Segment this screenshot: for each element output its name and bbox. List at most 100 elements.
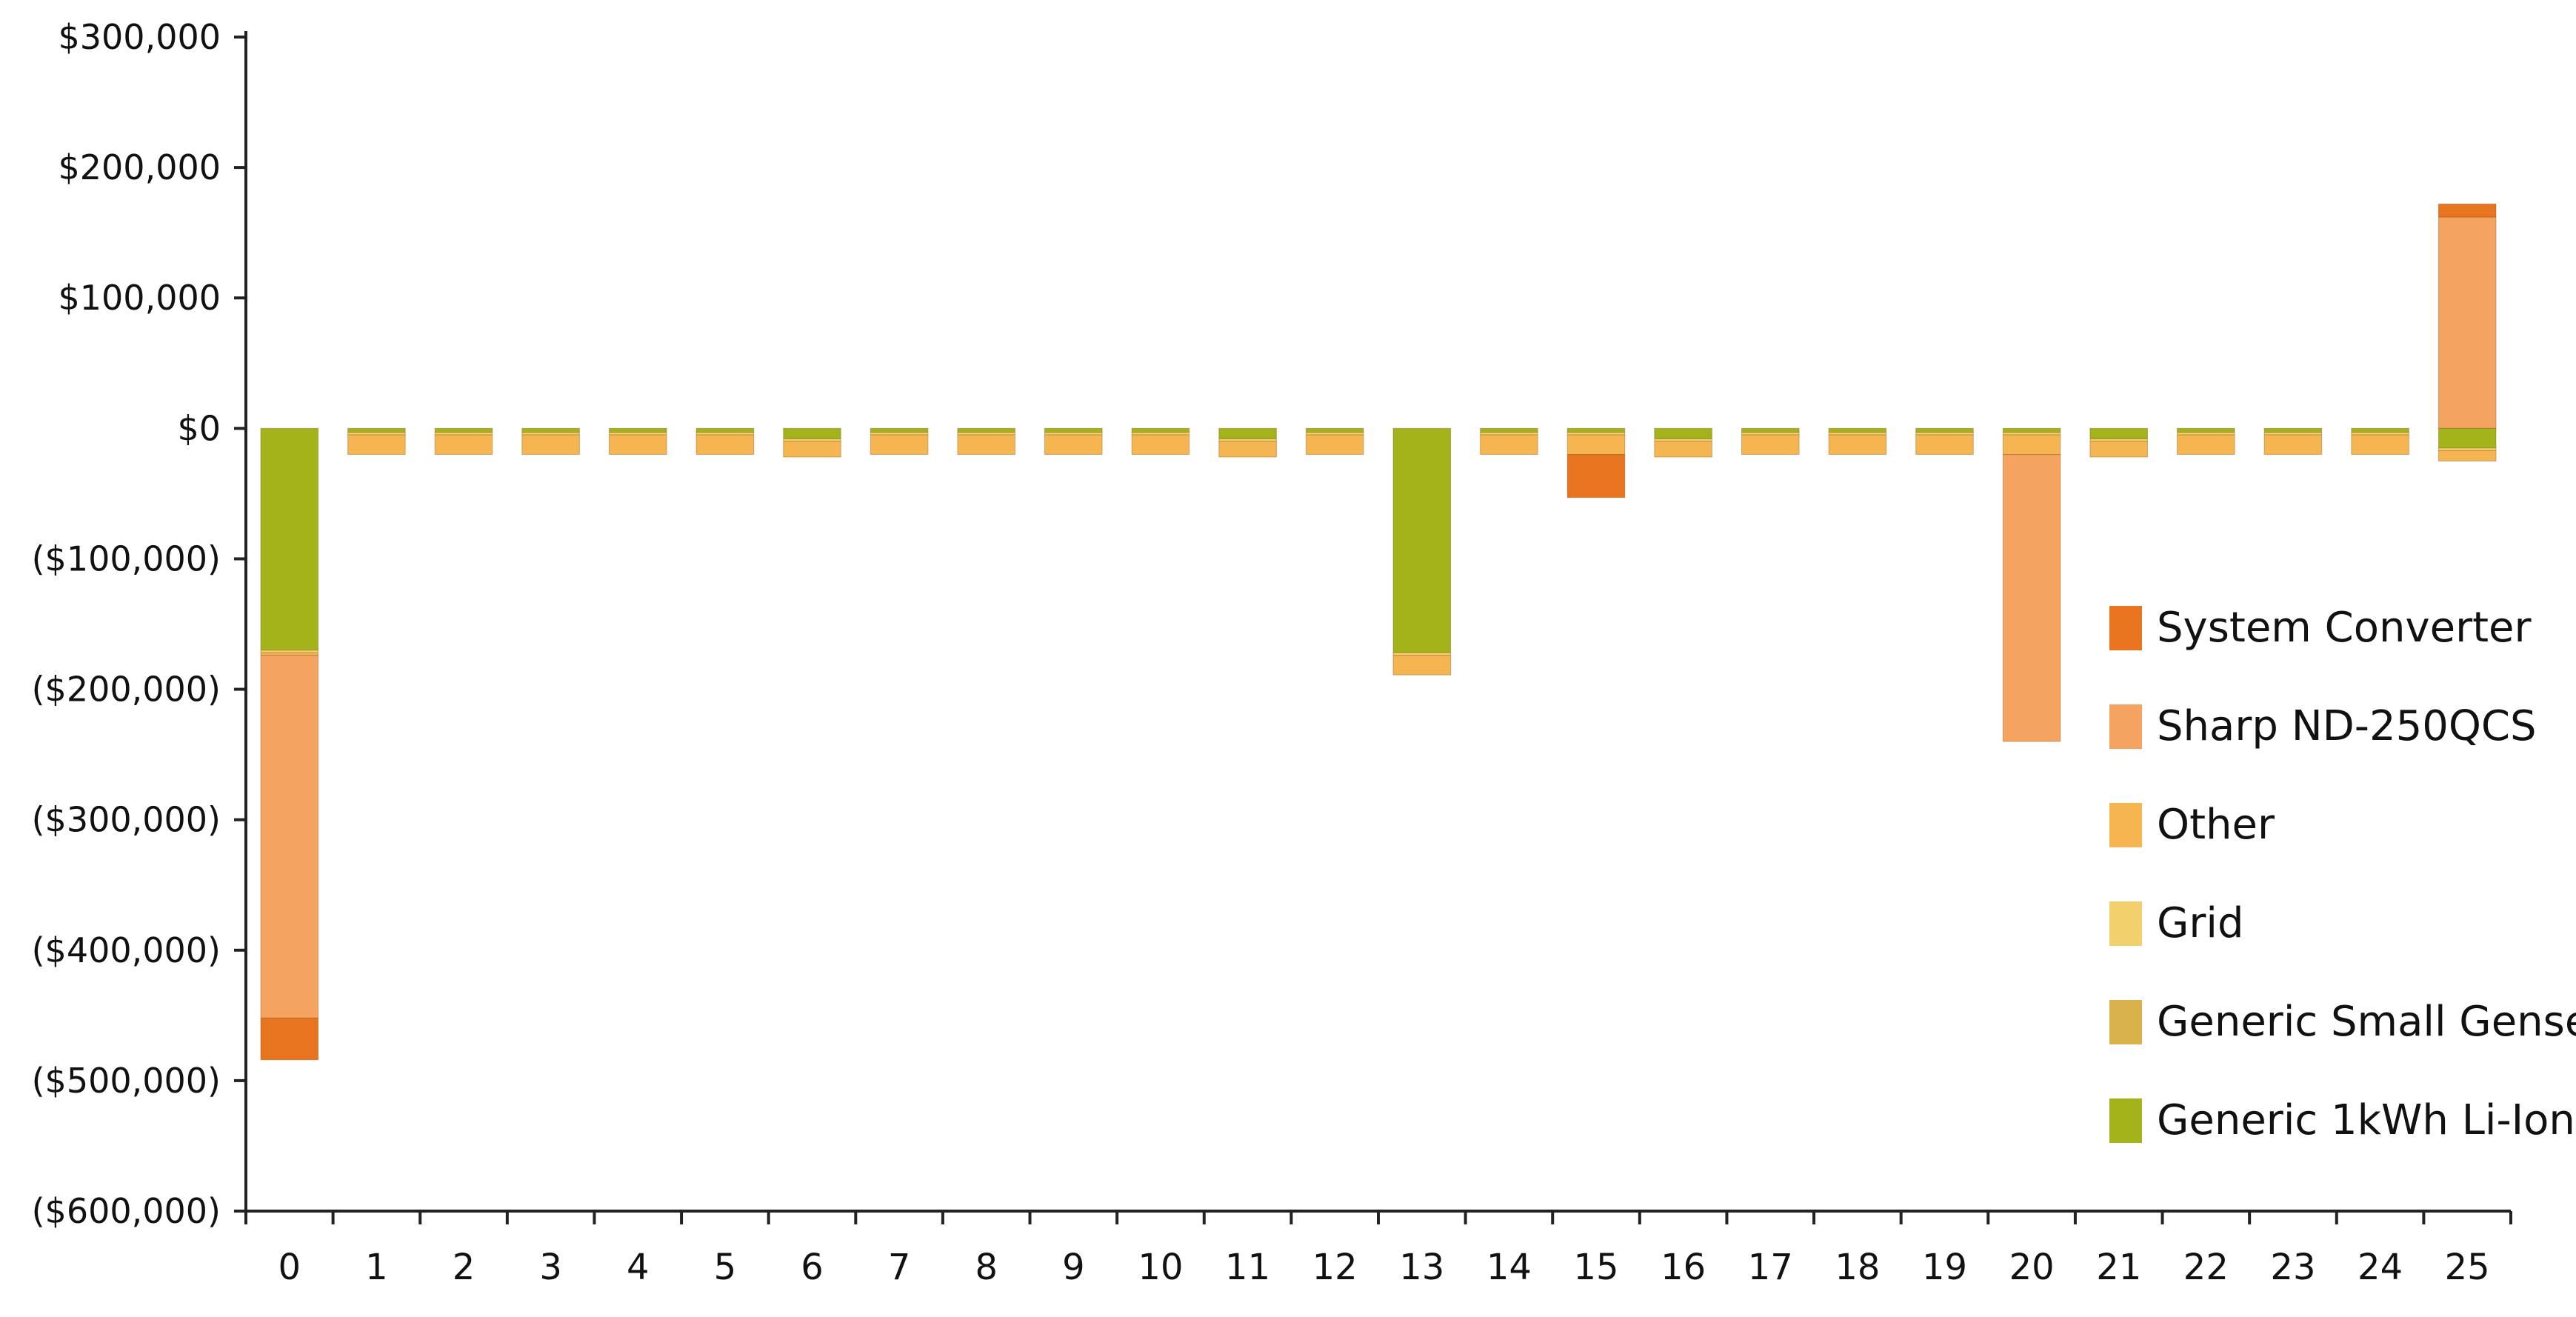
x-tick-label: 4 bbox=[627, 1247, 650, 1288]
bar-segment bbox=[1044, 432, 1103, 436]
bar-segment bbox=[1654, 441, 1712, 458]
x-tick-label: 10 bbox=[1138, 1247, 1183, 1288]
bar-segment bbox=[957, 432, 1016, 436]
legend-label: Generic 1kWh Li-Ion bbox=[2157, 1096, 2575, 1144]
bar-segment bbox=[695, 434, 755, 455]
bar-segment bbox=[957, 434, 1016, 455]
bar-segment bbox=[521, 434, 580, 455]
x-tick-label: 16 bbox=[1661, 1247, 1706, 1288]
y-tick-label: $0 bbox=[177, 408, 221, 448]
bar-segment bbox=[1654, 438, 1712, 442]
legend-label: Other bbox=[2157, 801, 2275, 849]
bar-segment bbox=[1131, 434, 1190, 455]
bar-segment bbox=[2437, 450, 2497, 461]
bar-segment bbox=[870, 432, 929, 436]
bar-segment bbox=[260, 427, 319, 651]
bar-segment bbox=[1305, 432, 1364, 436]
legend: System Converter Sharp ND-250QCS Other Grid… bbox=[2109, 604, 2576, 1144]
bars-layer bbox=[260, 203, 2497, 1061]
x-tick-label: 23 bbox=[2270, 1247, 2315, 1288]
bar-segment bbox=[1131, 427, 1190, 433]
x-tick-label: 1 bbox=[365, 1247, 388, 1288]
bar-segment bbox=[609, 434, 667, 455]
legend-label: Sharp ND-250QCS bbox=[2157, 702, 2537, 750]
legend-swatch bbox=[2109, 803, 2142, 847]
bar-segment bbox=[783, 427, 841, 439]
bar-segment bbox=[2263, 432, 2323, 436]
bar-segment bbox=[1480, 432, 1538, 436]
bar-segment bbox=[1915, 434, 1974, 455]
x-tick-label: 24 bbox=[2358, 1247, 2403, 1288]
x-tick-label: 8 bbox=[975, 1247, 998, 1288]
bar-segment bbox=[2351, 434, 2409, 455]
bar-segment bbox=[1741, 427, 1800, 433]
bar-segment bbox=[1566, 434, 1626, 455]
bar-segment bbox=[609, 427, 667, 433]
bar-segment bbox=[870, 427, 929, 433]
x-tick-label: 11 bbox=[1225, 1247, 1270, 1288]
x-tick-label: 14 bbox=[1486, 1247, 1532, 1288]
bar-segment bbox=[2351, 427, 2409, 433]
legend-swatch bbox=[2109, 1098, 2142, 1143]
x-tick-label: 19 bbox=[1922, 1247, 1967, 1288]
bar-segment bbox=[521, 427, 580, 433]
y-tick-label: ($400,000) bbox=[32, 930, 221, 970]
bar-segment bbox=[434, 427, 493, 433]
bar-segment bbox=[2263, 434, 2323, 455]
bar-segment bbox=[260, 1017, 319, 1061]
y-tick-label: ($500,000) bbox=[32, 1061, 221, 1101]
x-tick-label: 7 bbox=[888, 1247, 911, 1288]
legend-swatch bbox=[2109, 1000, 2142, 1044]
bar-segment bbox=[1828, 427, 1887, 433]
y-tick-label: ($200,000) bbox=[32, 670, 221, 710]
legend-swatch bbox=[2109, 606, 2142, 650]
bar-segment bbox=[2002, 432, 2061, 436]
y-tick-label: $300,000 bbox=[59, 17, 221, 57]
bar-segment bbox=[783, 438, 841, 442]
bar-segment bbox=[2263, 427, 2323, 433]
y-tick-label: ($300,000) bbox=[32, 800, 221, 840]
bar-segment bbox=[521, 432, 580, 436]
x-tick-label: 3 bbox=[539, 1247, 562, 1288]
bar-segment bbox=[1392, 427, 1452, 653]
legend-label: Grid bbox=[2157, 899, 2244, 947]
x-tick-label: 0 bbox=[278, 1247, 301, 1288]
bar-segment bbox=[2089, 438, 2148, 442]
x-tick-label: 6 bbox=[801, 1247, 824, 1288]
bar-segment bbox=[1392, 652, 1452, 656]
bar-segment bbox=[2089, 441, 2148, 458]
y-tick-label: ($100,000) bbox=[32, 539, 221, 579]
x-tick-label: 18 bbox=[1835, 1247, 1880, 1288]
x-tick-label: 17 bbox=[1748, 1247, 1793, 1288]
bar-segment bbox=[1741, 434, 1800, 455]
bar-segment bbox=[2177, 427, 2235, 433]
axes-layer: $300,000 $200,000 $100,000 $0 ($100,000) ($20… bbox=[32, 17, 2512, 1288]
bar-segment bbox=[1566, 454, 1626, 499]
bar-segment bbox=[1044, 427, 1103, 433]
bar-segment bbox=[434, 434, 493, 455]
bar-segment bbox=[2351, 432, 2409, 436]
bar-segment bbox=[2177, 434, 2235, 455]
y-tick-label: ($600,000) bbox=[32, 1191, 221, 1231]
bar-segment bbox=[260, 652, 319, 656]
bar-segment bbox=[870, 434, 929, 455]
x-tick-label: 25 bbox=[2445, 1247, 2490, 1288]
bar-segment bbox=[1915, 427, 1974, 433]
bar-segment bbox=[1915, 432, 1974, 436]
x-tick-label: 22 bbox=[2183, 1247, 2229, 1288]
bar-segment bbox=[1218, 441, 1277, 458]
bar-segment bbox=[2002, 454, 2061, 742]
bar-segment bbox=[1828, 432, 1887, 436]
bar-segment bbox=[1131, 432, 1190, 436]
bar-segment bbox=[1741, 432, 1800, 436]
x-tick-label: 5 bbox=[714, 1247, 737, 1288]
x-tick-label: 20 bbox=[2009, 1247, 2055, 1288]
bar-segment bbox=[1566, 432, 1626, 436]
bar-segment bbox=[2437, 447, 2497, 451]
bar-segment bbox=[957, 427, 1016, 433]
bar-segment bbox=[2437, 427, 2497, 449]
bar-segment bbox=[1044, 434, 1103, 455]
bar-segment bbox=[1218, 438, 1277, 442]
bar-segment bbox=[2437, 203, 2497, 218]
